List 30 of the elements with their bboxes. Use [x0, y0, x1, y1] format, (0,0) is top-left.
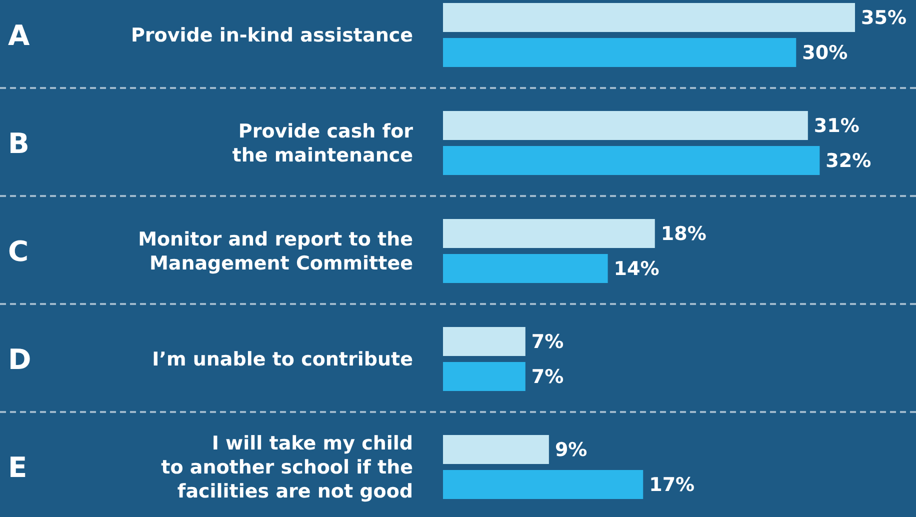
text: C — [8, 234, 29, 268]
y-tick-label: I’m unable to contribute — [152, 348, 413, 371]
bar — [443, 3, 855, 32]
bar — [443, 111, 808, 140]
y-tick-label: Provide in-kind assistance — [130, 24, 413, 47]
y-tick-label: I will take my child to another school if the facilities are not good — [161, 432, 413, 503]
data-label: 31% — [814, 115, 860, 138]
data-label: 30% — [802, 42, 848, 64]
data-label: 32% — [826, 150, 872, 172]
text: A — [8, 18, 30, 52]
bar — [443, 362, 526, 391]
bar — [443, 470, 644, 499]
data-label: 18% — [660, 223, 706, 246]
text: B — [8, 126, 30, 160]
data-label: 9% — [554, 439, 588, 462]
y-tick-label: Provide cash for the maintenance — [232, 120, 414, 167]
bar — [443, 327, 526, 356]
text: D — [8, 342, 32, 376]
data-label: 7% — [531, 331, 564, 354]
text: E — [8, 450, 28, 484]
data-label: 7% — [531, 366, 564, 388]
bar — [443, 38, 796, 67]
bar — [443, 435, 549, 464]
data-label: 17% — [649, 474, 695, 496]
y-tick-label: Monitor and report to the Management Committee — [138, 228, 413, 275]
bar — [443, 254, 608, 283]
data-label: 35% — [861, 7, 906, 30]
bar — [443, 219, 655, 248]
bar — [443, 146, 820, 175]
data-label: 14% — [614, 258, 660, 280]
